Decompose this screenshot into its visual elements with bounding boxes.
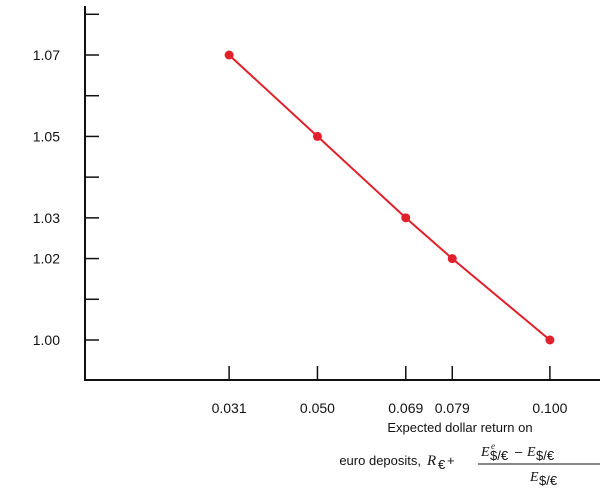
series-line xyxy=(228,54,551,341)
x-axis-label-line2: euro deposits, xyxy=(339,453,421,468)
x-tick-label: 0.050 xyxy=(300,400,335,416)
fraction-numerator-e1: E xyxy=(480,445,490,460)
x-axis-label-r-symbol: R xyxy=(426,453,436,469)
x-tick-label: 0.079 xyxy=(435,400,470,416)
y-tick-label: 1.03 xyxy=(33,210,60,226)
y-tick-label: 1.05 xyxy=(33,128,60,144)
data-point xyxy=(545,335,555,345)
y-ticks: 1.00 1.02 1.03 1.05 1.07 xyxy=(33,13,99,348)
data-series xyxy=(224,50,555,345)
fraction-numerator-minus: – xyxy=(515,444,523,459)
data-point xyxy=(447,254,457,264)
x-axis-label-line1: Expected dollar return on xyxy=(387,420,532,435)
y-tick-label: 1.00 xyxy=(33,332,60,348)
data-point xyxy=(224,50,234,60)
y-tick-label: 1.07 xyxy=(33,47,60,63)
x-tick-label: 0.069 xyxy=(388,400,423,416)
x-ticks: 0.031 0.050 0.069 0.079 0.100 xyxy=(212,366,568,416)
x-axis-label-plus: + xyxy=(447,453,455,468)
data-point xyxy=(312,131,322,141)
fraction-denominator-e: E xyxy=(529,470,539,485)
data-point xyxy=(401,213,411,223)
x-tick-label: 0.100 xyxy=(532,400,567,416)
x-axis-label-euro-subscript: € xyxy=(438,457,446,472)
x-tick-label: 0.031 xyxy=(212,400,247,416)
fraction-denominator-sub: $/€ xyxy=(539,473,558,488)
fraction-numerator-e2: E xyxy=(526,445,536,460)
fraction-numerator-sub2: $/€ xyxy=(536,448,555,463)
x-axis-label: Expected dollar return on euro deposits,… xyxy=(339,420,600,488)
fraction-numerator-sub1: $/€ xyxy=(490,448,509,463)
y-tick-label: 1.02 xyxy=(33,251,60,267)
axes xyxy=(84,6,600,381)
fraction-numerator-superscript: e xyxy=(491,441,495,451)
